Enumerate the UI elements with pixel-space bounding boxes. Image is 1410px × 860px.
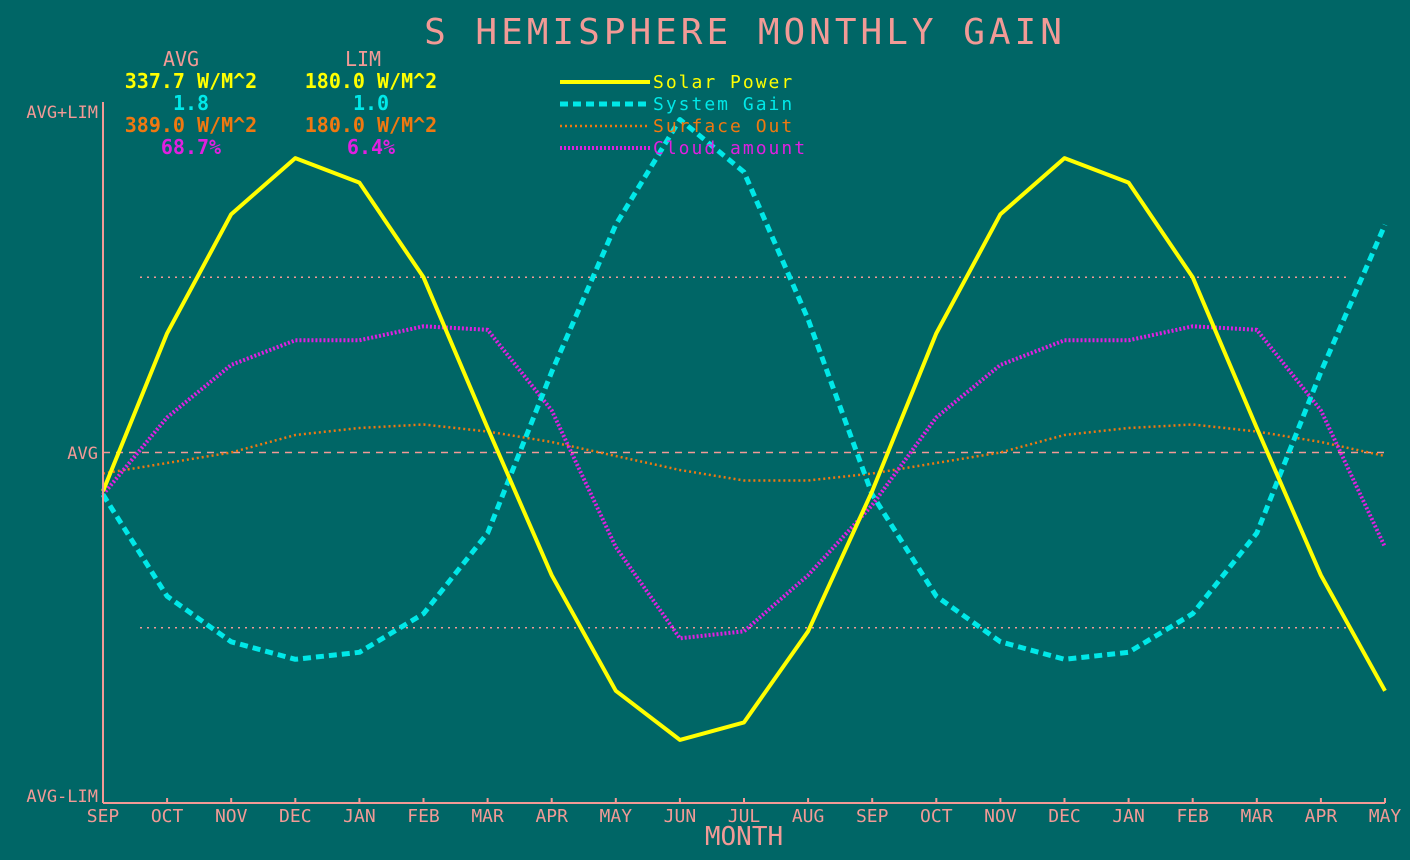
legend-label: Solar Power [653,72,794,93]
chart-title: S HEMISPHERE MONTHLY GAIN [424,12,1066,53]
stats-value-lim: 180.0 W/M^2 [305,69,437,93]
series-line-surface-out [102,423,1386,482]
x-tick-label: MAR [1241,806,1274,827]
y-tick-label-mid: AVG [67,444,98,464]
x-tick-label: APR [1305,806,1338,827]
legend-label: Surface Out [653,116,794,137]
x-tick-label: APR [535,806,568,827]
x-tick-label: OCT [920,806,953,827]
stats-value-lim: 180.0 W/M^2 [305,113,437,137]
stats-value-avg: 337.7 W/M^2 [125,69,257,93]
stats-value-lim: 6.4% [347,135,395,159]
stats-header-avg: AVG [163,47,199,71]
stats-value-avg: 1.8 [173,91,209,115]
x-tick-label: NOV [984,806,1017,827]
x-tick-label: MAR [471,806,504,827]
x-axis-label: MONTH [705,822,783,852]
x-tick-label: OCT [151,806,184,827]
x-tick-label: SEP [87,806,120,827]
x-tick-label: JAN [343,806,376,827]
series-line-cloud-amount [101,324,1387,641]
x-tick-label: SEP [856,806,889,827]
legend-label: System Gain [653,94,794,115]
stats-header-lim: LIM [345,47,381,71]
legend-label: Cloud amount [653,138,807,159]
stats-value-avg: 68.7% [161,135,221,159]
x-tick-label: FEB [1176,806,1209,827]
y-tick-label-top: AVG+LIM [26,103,98,123]
x-tick-label: JUL [728,806,761,827]
x-tick-label: AUG [792,806,825,827]
y-tick-label-bottom: AVG-LIM [26,787,98,807]
series-line-solar-power [101,156,1387,742]
stats-value-avg: 389.0 W/M^2 [125,113,257,137]
x-tick-label: NOV [215,806,248,827]
stats-value-lim: 1.0 [353,91,389,115]
x-tick-label: MAY [1369,806,1402,827]
x-tick-label: JAN [1112,806,1145,827]
series-line-system-gain [100,117,1388,662]
x-tick-label: DEC [279,806,312,827]
x-tick-label: JUN [664,806,697,827]
x-tick-label: MAY [600,806,633,827]
x-tick-label: FEB [407,806,440,827]
x-tick-label: DEC [1048,806,1081,827]
